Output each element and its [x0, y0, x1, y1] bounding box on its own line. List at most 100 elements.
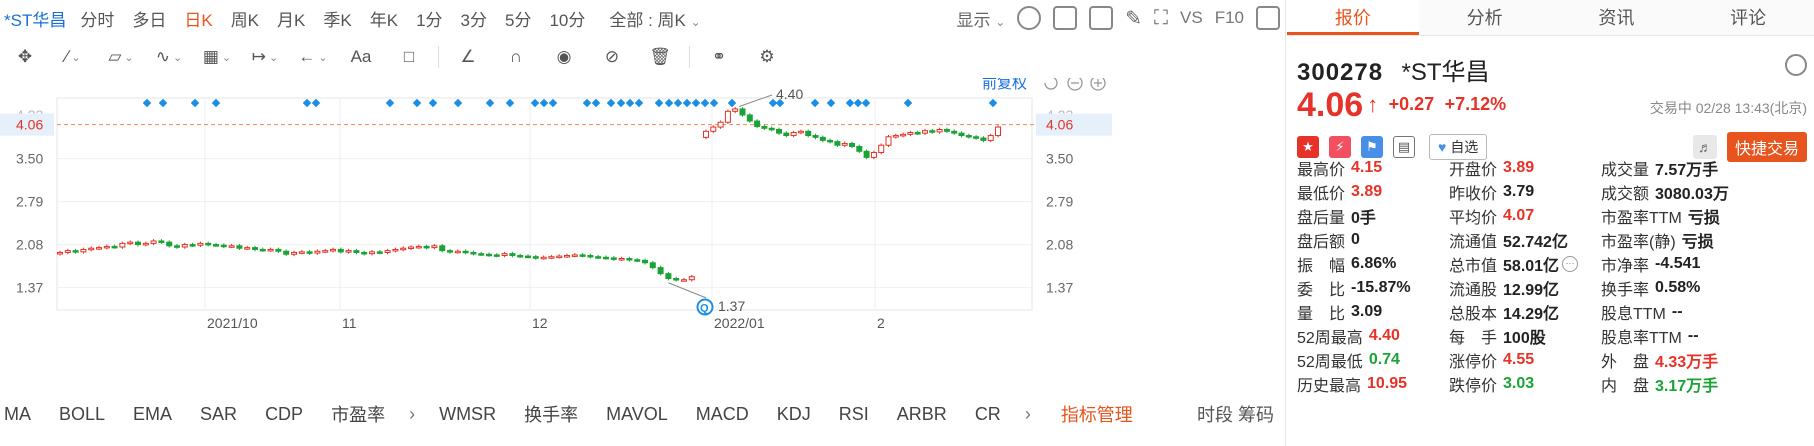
candle-body	[431, 245, 438, 249]
chevron-right-icon[interactable]: ›	[1024, 403, 1031, 424]
indicator-macd[interactable]: MACD	[695, 403, 749, 424]
period-quarterly-k[interactable]: 季K	[323, 10, 352, 30]
fullscreen-icon[interactable]: ⛶	[1154, 6, 1169, 29]
indicator-mavol[interactable]: MAVOL	[606, 403, 668, 424]
quote-field: 昨收价 3.79	[1449, 180, 1601, 204]
candle-body	[493, 254, 500, 257]
display-menu[interactable]: 显示 ⌄	[956, 6, 1005, 31]
indicator-wmsr[interactable]: WMSR	[439, 403, 497, 424]
indicator-boll[interactable]: BOLL	[59, 403, 106, 424]
vs-compare-button[interactable]: VS	[1180, 8, 1203, 27]
indicator-ema[interactable]: EMA	[133, 403, 173, 424]
quote-field-value: 14.29亿	[1503, 306, 1560, 323]
quick-trade-button[interactable]: 快捷交易	[1726, 132, 1807, 162]
stock-name-link[interactable]: *ST华昌	[4, 10, 67, 30]
quote-field: 股息TTM --	[1601, 300, 1811, 324]
x-tick-label: 2022/01	[714, 315, 765, 331]
quote-field-value: --	[1671, 303, 1683, 320]
indicator-ma[interactable]: MA	[4, 403, 31, 424]
line-tool-icon[interactable]: ∕ ⌄	[65, 47, 81, 66]
candle-body	[870, 152, 877, 158]
event-diamond-marker	[810, 98, 820, 108]
quote-field-label: 52周最高	[1297, 330, 1363, 347]
tab-analysis[interactable]: 分析	[1418, 0, 1551, 35]
quote-grid-row: 52周最高 4.40 每 手 100股 股息率TTM --	[1297, 324, 1814, 348]
more-icon[interactable]: ···	[1562, 256, 1579, 272]
kline-chart[interactable]: 前复权 2021/10 11 12 2022/01 2 3.50 3.50 2.79 2.79 2.…	[0, 74, 1286, 396]
trash-icon[interactable]: 🗑	[649, 47, 671, 66]
comment-tool-icon[interactable]: □	[403, 47, 415, 66]
link-icon[interactable]: ⚭	[711, 47, 727, 66]
reset-icon[interactable]	[1044, 76, 1058, 90]
quote-field-label: 外 盘	[1601, 354, 1650, 371]
tab-comments[interactable]: 评论	[1682, 0, 1814, 35]
indicator-cr[interactable]: CR	[974, 403, 1001, 424]
f10-button[interactable]: F10	[1214, 8, 1244, 27]
period-weekly-k[interactable]: 周K	[230, 10, 260, 30]
quote-field-value: 0.58%	[1655, 279, 1701, 296]
range-select[interactable]: 全部 : 周K ⌄	[609, 6, 700, 31]
eye-icon[interactable]: ◉	[556, 47, 572, 66]
quote-field-value: 12.99亿	[1503, 282, 1560, 299]
magnet-icon[interactable]: ∩	[509, 47, 523, 66]
indicator-sar[interactable]: SAR	[200, 403, 238, 424]
pencil-icon[interactable]: ✎	[1125, 7, 1143, 30]
indicator-arbr[interactable]: ARBR	[896, 403, 947, 424]
candle-body	[181, 244, 188, 248]
candle-body	[548, 256, 555, 259]
fibonacci-tool-icon[interactable]: ▦ ⌄	[202, 47, 232, 66]
period-3min[interactable]: 3分	[460, 10, 487, 30]
quote-field-label: 最低价	[1297, 186, 1346, 203]
angle-tool-icon[interactable]: ∠	[460, 47, 476, 66]
add-watchlist-button[interactable]: ♥ 自选	[1429, 134, 1488, 160]
candle-body	[673, 278, 680, 281]
bell-icon[interactable]: ♬	[1692, 135, 1717, 159]
quote-grid-row: 历史最高 10.95 跌停价 3.03 内 盘 3.17万手	[1297, 372, 1814, 396]
wave-tool-icon[interactable]: ∿ ⌄	[155, 47, 183, 66]
gear-icon[interactable]	[1785, 54, 1807, 76]
indicator-bar: MA BOLL EMA SAR CDP 市盈率 › WMSR 换手率 MAVOL…	[0, 396, 1286, 432]
text-tool-icon[interactable]: Aa	[350, 47, 372, 66]
quote-field-label: 股息率TTM	[1601, 330, 1682, 347]
period-monthly-k[interactable]: 月K	[277, 10, 306, 30]
quote-field-label: 流通值	[1449, 234, 1498, 251]
tab-news[interactable]: 资讯	[1550, 0, 1683, 35]
chevron-right-icon[interactable]: ›	[409, 403, 416, 424]
crosshair-move-icon[interactable]: ✥	[17, 47, 33, 66]
period-10min[interactable]: 10分	[549, 10, 586, 30]
event-q-marker[interactable]	[696, 298, 714, 316]
period-multiday[interactable]: 多日	[132, 10, 167, 30]
y-tick-label-left: 2.79	[16, 194, 43, 210]
measure-tool-icon[interactable]: ↦ ⌄	[251, 47, 279, 66]
draw-settings-icon[interactable]: ⚙	[759, 47, 775, 66]
settings-gear-icon[interactable]	[1017, 6, 1042, 30]
indicator-manage-button[interactable]: 指标管理	[1060, 405, 1133, 425]
indicator-rsi[interactable]: RSI	[838, 403, 869, 424]
period-1min[interactable]: 1分	[416, 10, 443, 30]
arrow-tool-icon[interactable]: ← ⌄	[298, 47, 328, 66]
zoom-out-icon[interactable]	[1067, 75, 1083, 91]
period-intraday[interactable]: 分时	[80, 10, 115, 30]
candle-body	[900, 133, 907, 137]
chart-style-icon[interactable]	[1053, 6, 1078, 30]
period-yearly-k[interactable]: 年K	[369, 10, 399, 30]
channel-tool-icon[interactable]: ▱ ⌄	[108, 47, 134, 66]
hide-drawings-icon[interactable]: ⊘	[604, 47, 620, 66]
candle-body	[819, 136, 826, 141]
candle-body	[610, 257, 617, 260]
quote-field: 涨停价 4.55	[1449, 348, 1601, 372]
kline-chart-svg: 前复权 2021/10 11 12 2022/01 2 3.50 3.50 2.79 2.79 2.…	[0, 74, 1112, 331]
indicator-turnover[interactable]: 换手率	[524, 405, 579, 425]
period-daily-k[interactable]: 日K	[184, 10, 213, 30]
sidebar-toggle-icon[interactable]	[1256, 6, 1280, 30]
quote-field: 成交额 3080.03万	[1601, 180, 1811, 204]
camera-icon[interactable]	[1089, 6, 1114, 30]
period-5min[interactable]: 5分	[505, 10, 532, 30]
restore-mode-label[interactable]: 前复权	[982, 74, 1027, 92]
period-chip-button[interactable]: 时段 筹码	[1197, 401, 1274, 427]
indicator-kdj[interactable]: KDJ	[776, 403, 811, 424]
indicator-cdp[interactable]: CDP	[265, 403, 304, 424]
tab-quote[interactable]: 报价	[1287, 0, 1419, 35]
chart-panel: *ST华昌 分时 多日 日K 周K 月K 季K 年K 1分 3分 5分 10分 …	[0, 0, 1286, 446]
indicator-pe[interactable]: 市盈率	[331, 405, 386, 425]
